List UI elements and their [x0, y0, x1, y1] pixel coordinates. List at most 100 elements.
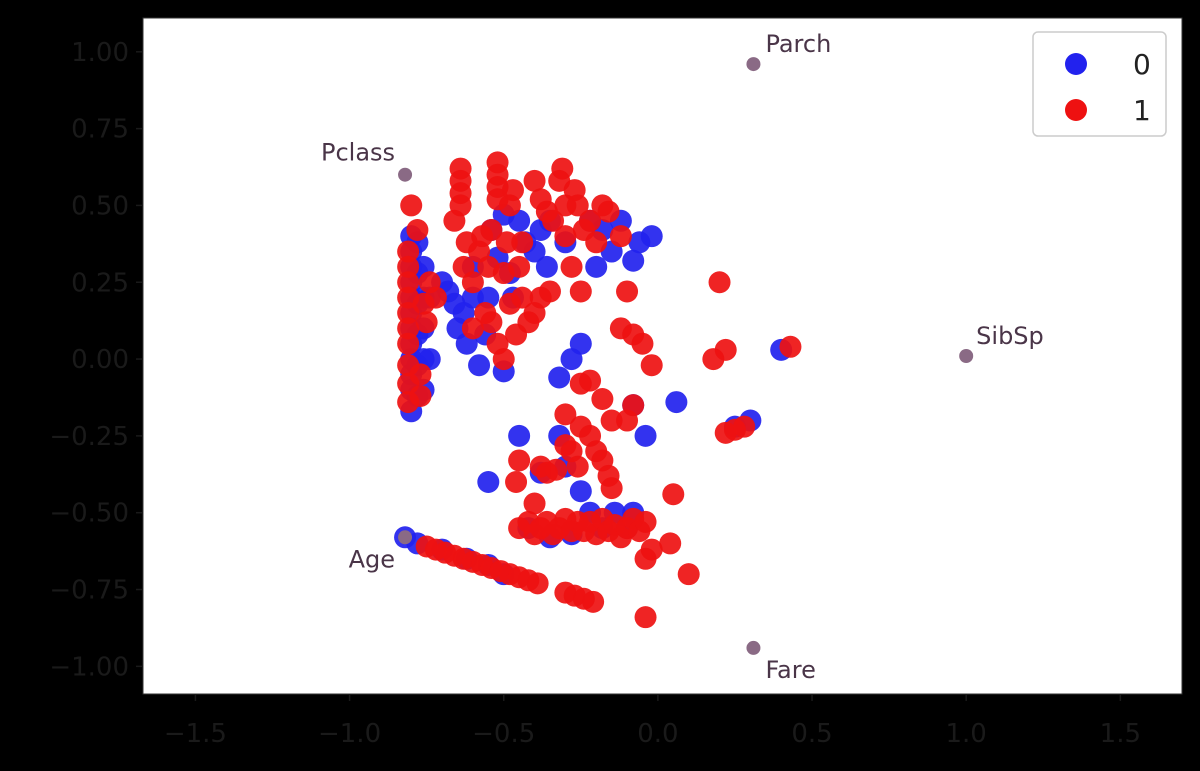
scatter-point-class-1	[609, 225, 632, 248]
annotation-marker	[959, 349, 974, 363]
annotation-marker	[746, 640, 761, 655]
scatter-point-class-1	[640, 354, 663, 377]
scatter-point-class-0	[477, 470, 500, 493]
scatter-point-class-1	[579, 209, 602, 232]
scatter-point-class-1	[566, 194, 589, 217]
scatter-point-class-0	[548, 366, 571, 389]
y-tick-label: 0.50	[71, 191, 129, 221]
x-tick-label: −0.5	[472, 719, 535, 749]
scatter-point-class-1	[424, 286, 447, 309]
scatter-point-class-1	[461, 317, 484, 340]
x-tick-label: −1.0	[318, 719, 381, 749]
legend-marker	[1065, 53, 1087, 75]
scatter-point-class-1	[597, 200, 620, 223]
scatter-point-class-1	[538, 280, 561, 303]
y-tick-label: −0.50	[49, 499, 129, 529]
scatter-point-class-1	[461, 271, 484, 294]
scatter-point-class-1	[397, 255, 420, 278]
legend-marker	[1065, 99, 1087, 121]
scatter-point-class-1	[545, 458, 568, 481]
annotation-label: Parch	[765, 30, 831, 58]
scatter-point-class-0	[508, 424, 531, 447]
scatter-point-class-0	[585, 255, 608, 278]
annotation-label: SibSp	[976, 322, 1044, 350]
scatter-point-class-1	[397, 332, 420, 355]
scatter-point-class-1	[569, 280, 592, 303]
x-axis: −1.5 −1.0 −0.5 0.0 0.5 1.0 1.5	[164, 694, 1141, 749]
scatter-point-class-0	[468, 354, 491, 377]
scatter-point-class-1	[634, 510, 657, 533]
scatter-point-class-1	[511, 231, 534, 254]
scatter-point-class-1	[480, 219, 503, 242]
scatter-point-class-1	[523, 492, 546, 515]
scatter-point-class-1	[677, 563, 700, 586]
scatter-point-class-1	[542, 209, 565, 232]
scatter-point-class-1	[495, 231, 518, 254]
scatter-point-class-0	[665, 391, 688, 414]
y-axis: 1.00 0.75 0.50 0.25 0.00 −0.25 −0.50 −0.75 −1.00	[49, 38, 143, 682]
scatter-point-class-1	[554, 225, 577, 248]
scatter-point-class-1	[406, 219, 429, 242]
scatter-point-class-1	[560, 255, 583, 278]
annotation-label: Fare	[765, 656, 815, 684]
legend-label: 0	[1133, 48, 1151, 81]
scatter-point-class-1	[397, 240, 420, 263]
scatter-point-class-1	[505, 470, 528, 493]
scatter-point-class-1	[526, 572, 549, 595]
annotations-layer: Parch Pclass SibSp Age Fare	[321, 30, 1044, 684]
annotation-label: Age	[349, 545, 395, 573]
y-tick-label: 0.25	[71, 268, 129, 298]
scatter-point-class-1	[708, 271, 731, 294]
y-tick-label: 0.75	[71, 115, 129, 145]
annotation-marker	[746, 57, 761, 72]
scatter-point-class-1	[409, 384, 432, 407]
scatter-point-class-1	[622, 394, 645, 417]
y-tick-label: −0.25	[49, 422, 129, 452]
scatter-point-class-1	[569, 372, 592, 395]
scatter-point-class-1	[492, 348, 515, 371]
scatter-point-class-1	[631, 332, 654, 355]
scatter-point-class-0	[535, 255, 558, 278]
annotation-marker	[398, 530, 413, 545]
scatter-point-class-1	[409, 363, 432, 386]
annotation-marker	[398, 167, 413, 182]
x-tick-label: 1.0	[946, 719, 987, 749]
scatter-point-class-0	[569, 332, 592, 355]
scatter-point-class-0	[634, 424, 657, 447]
legend: 01	[1032, 31, 1167, 137]
scatter-point-class-0	[461, 286, 484, 309]
scatter-point-class-1	[714, 338, 737, 361]
scatter-point-class-0	[640, 225, 663, 248]
scatter-point-class-1	[511, 286, 534, 309]
annotation-label: Pclass	[321, 139, 395, 167]
scatter-point-class-0	[569, 480, 592, 503]
scatter-point-class-1	[600, 477, 623, 500]
scatter-point-class-1	[449, 194, 472, 217]
scatter-point-class-1	[582, 590, 605, 613]
scatter-point-class-1	[733, 415, 756, 438]
scatter-point-class-1	[523, 169, 546, 192]
x-tick-label: 1.5	[1100, 719, 1141, 749]
points-layer	[394, 151, 802, 629]
scatter-point-class-1	[551, 157, 574, 180]
scatter-point-class-1	[634, 547, 657, 570]
scatter-point-class-1	[591, 388, 614, 411]
scatter-point-class-0	[622, 249, 645, 272]
y-tick-label: 1.00	[71, 38, 129, 68]
scatter-point-class-1	[585, 231, 608, 254]
scatter-point-class-1	[397, 317, 420, 340]
scatter-point-class-1	[779, 335, 802, 358]
legend-label: 1	[1133, 94, 1151, 127]
y-tick-label: −0.75	[49, 576, 129, 606]
scatter-point-class-1	[662, 483, 685, 506]
scatter-point-class-1	[554, 403, 577, 426]
scatter-point-class-1	[616, 280, 639, 303]
plot-area	[142, 17, 1183, 695]
scatter-point-class-1	[508, 255, 531, 278]
x-tick-label: 0.0	[637, 719, 678, 749]
scatter-point-class-1	[508, 449, 531, 472]
scatter-point-class-1	[634, 606, 657, 629]
scatter-point-class-1	[600, 409, 623, 432]
scatter-point-class-1	[397, 271, 420, 294]
